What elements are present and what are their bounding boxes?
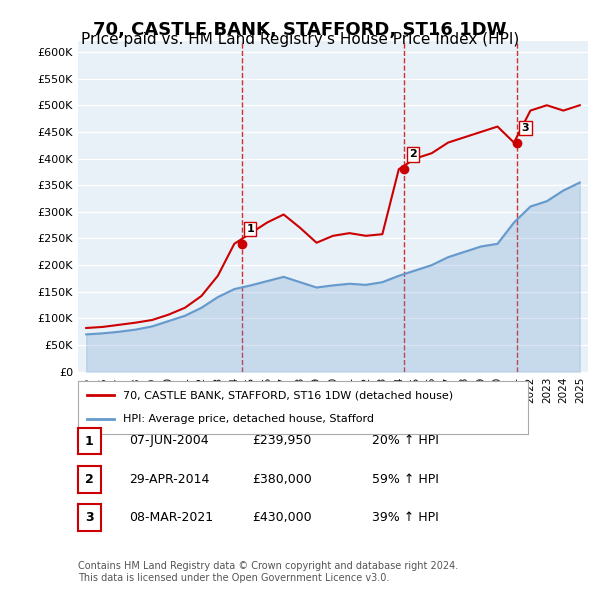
Text: 59% ↑ HPI: 59% ↑ HPI: [372, 473, 439, 486]
Text: 07-JUN-2004: 07-JUN-2004: [129, 434, 209, 447]
Text: 1: 1: [247, 224, 254, 234]
Text: 3: 3: [521, 123, 529, 133]
Text: HPI: Average price, detached house, Stafford: HPI: Average price, detached house, Staf…: [123, 414, 374, 424]
Text: 2: 2: [85, 473, 94, 486]
Text: £380,000: £380,000: [252, 473, 312, 486]
Text: 29-APR-2014: 29-APR-2014: [129, 473, 209, 486]
Text: 20% ↑ HPI: 20% ↑ HPI: [372, 434, 439, 447]
Text: 70, CASTLE BANK, STAFFORD, ST16 1DW (detached house): 70, CASTLE BANK, STAFFORD, ST16 1DW (det…: [123, 391, 453, 401]
Text: 2: 2: [409, 149, 417, 159]
Text: 39% ↑ HPI: 39% ↑ HPI: [372, 511, 439, 524]
Text: 08-MAR-2021: 08-MAR-2021: [129, 511, 213, 524]
Text: 3: 3: [85, 511, 94, 525]
Text: 70, CASTLE BANK, STAFFORD, ST16 1DW: 70, CASTLE BANK, STAFFORD, ST16 1DW: [93, 21, 507, 39]
Text: Price paid vs. HM Land Registry's House Price Index (HPI): Price paid vs. HM Land Registry's House …: [81, 32, 519, 47]
Text: £430,000: £430,000: [252, 511, 311, 524]
Text: Contains HM Land Registry data © Crown copyright and database right 2024.
This d: Contains HM Land Registry data © Crown c…: [78, 561, 458, 583]
Text: £239,950: £239,950: [252, 434, 311, 447]
Text: 1: 1: [85, 434, 94, 448]
